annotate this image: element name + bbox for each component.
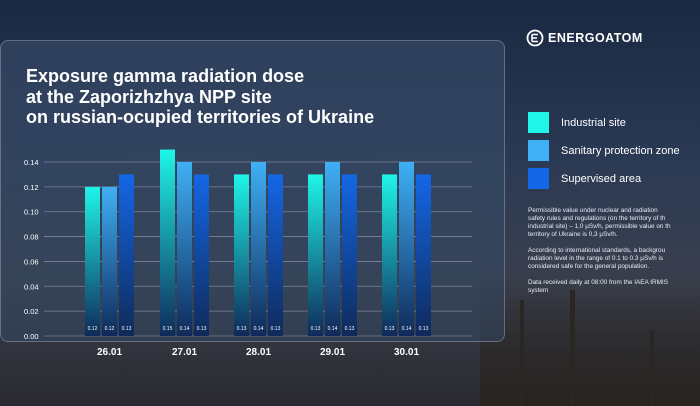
legend-label: Industrial site [561,116,626,129]
x-tick-label: 28.01 [246,347,271,358]
title-line: on russian-ocupied territories of Ukrain… [26,107,375,127]
note-line: Data received daily at 08:00 from the IA… [528,279,668,286]
brand-name: ENERGOATOM [548,31,643,45]
bar-data-label: 0.12 [105,326,115,332]
note-line: system [528,287,549,294]
background-chimney [520,300,524,406]
title-line: at the Zaporizhzhya NPP site [26,86,272,107]
y-tick-label: 0.00 [24,332,39,341]
bar [102,186,117,336]
bar-data-label: 0.13 [122,326,132,332]
bar [234,174,249,336]
note-line: safety rules and regulations (on the ter… [528,215,666,222]
bar [119,174,134,336]
bar [325,162,340,336]
y-tick-label: 0.06 [24,257,39,266]
brand-logo: ENERGOATOM [526,29,643,47]
legend-swatch [528,112,549,133]
chart-legend: Industrial site Sanitary protection zone… [528,110,680,194]
legend-item-supervised-area: Supervised area [528,166,680,191]
x-tick-label: 26.01 [97,347,122,358]
y-tick-label: 0.12 [24,183,39,192]
radiation-bar-chart: 0.00 0.02 0.04 0.06 0.08 0.10 0.12 0.14 0.12 0.12… [24,149,472,358]
bar-data-label: 0.14 [402,326,412,332]
note-permissible: Permissible value under nuclear and radi… [528,207,700,239]
note-line: radiation level in the range of 0.1 to 0… [528,255,664,262]
x-tick-label: 27.01 [172,347,197,358]
y-tick-label: 0.02 [24,307,39,316]
y-tick-label: 0.14 [24,158,39,167]
background-plant-silhouette [480,270,700,406]
note-line: Permissible value under nuclear and radi… [528,207,658,214]
bar-data-label: 0.12 [88,326,98,332]
notes-block: Permissible value under nuclear and radi… [528,207,700,303]
bar [399,162,414,336]
bar-data-label: 0.13 [271,326,281,332]
background-chimney [570,290,575,406]
legend-swatch [528,168,549,189]
bar-data-label: 0.13 [345,326,355,332]
note-line: territory of Ukraine is 0,3 µSv/h. [528,231,618,238]
bar-data-label: 0.13 [237,326,247,332]
bar [268,174,283,336]
bar [342,174,357,336]
bar [160,149,175,336]
note-data-source: Data received daily at 08:00 from the IA… [528,279,700,295]
energoatom-logo-icon [526,29,544,47]
note-line: considered safe for the general populati… [528,263,650,270]
note-international: According to international standards, a … [528,247,700,271]
bar-data-label: 0.13 [311,326,321,332]
legend-label: Supervised area [561,172,642,185]
note-line: According to international standards, a … [528,247,666,254]
bar-data-label: 0.15 [163,326,173,332]
page-title: Exposure gamma radiation dose at the Zap… [26,66,446,128]
note-line: industrial site) – 1,0 µSv/h, permissibl… [528,223,671,230]
y-tick-label: 0.08 [24,233,39,242]
legend-swatch [528,140,549,161]
y-tick-label: 0.10 [24,208,39,217]
bar-data-label: 0.13 [385,326,395,332]
bar [177,162,192,336]
bar-data-label: 0.14 [180,326,190,332]
title-line: Exposure gamma radiation dose [26,66,305,86]
x-tick-label: 30.01 [394,347,419,358]
y-tick-label: 0.04 [24,282,39,291]
bar [416,174,431,336]
bar [382,174,397,336]
bar-data-label: 0.14 [254,326,264,332]
bar-data-label: 0.14 [328,326,338,332]
legend-item-sanitary-protection-zone: Sanitary protection zone [528,138,680,163]
bar-data-label: 0.13 [197,326,207,332]
bar [308,174,323,336]
legend-label: Sanitary protection zone [561,144,680,157]
bar [194,174,209,336]
legend-item-industrial-site: Industrial site [528,110,680,135]
background-chimney [650,330,654,406]
bar [85,186,100,336]
x-tick-label: 29.01 [320,347,345,358]
bar [251,162,266,336]
bar-data-label: 0.13 [419,326,429,332]
